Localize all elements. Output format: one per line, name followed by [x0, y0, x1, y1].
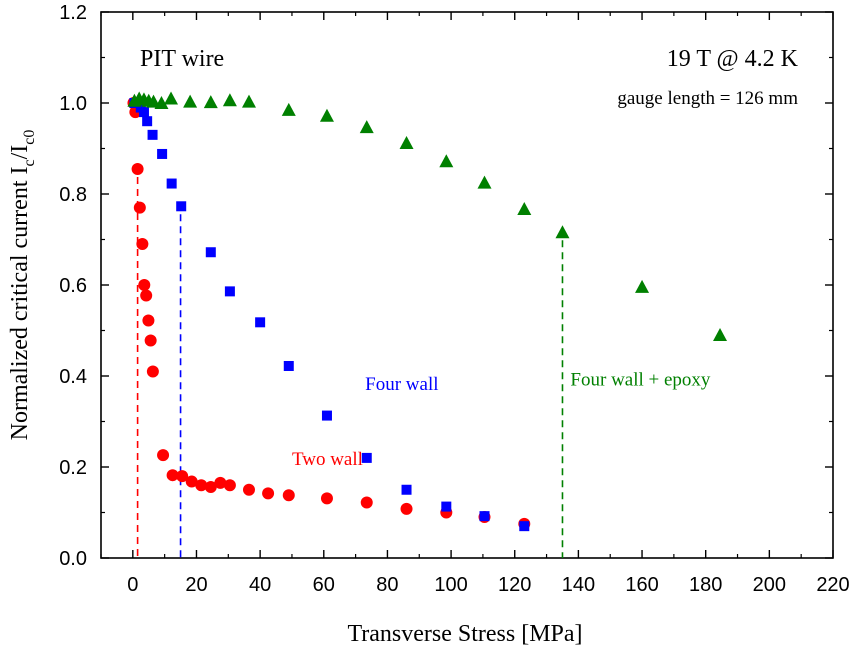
two-wall-point	[204, 481, 217, 494]
four-wall-label: Four wall	[365, 374, 438, 395]
four-wall-point	[205, 247, 216, 258]
four-wall-epoxy-point	[635, 279, 650, 293]
y-tick-label: 0.2	[59, 457, 87, 479]
four-wall-epoxy-point	[713, 328, 728, 342]
y-axis-label-sub2: c0	[21, 130, 38, 145]
x-tick-label: 160	[625, 574, 658, 596]
two-wall-point	[185, 475, 198, 488]
annotation-pit-wire: PIT wire	[140, 46, 224, 72]
two-wall-point	[195, 479, 208, 492]
four-wall-point	[255, 317, 266, 328]
y-tick-label: 0.0	[59, 548, 87, 570]
four-wall-point	[441, 501, 452, 512]
y-axis-label-main: Normalized critical current I	[7, 167, 33, 441]
two-wall-point	[176, 470, 189, 483]
two-wall-point	[146, 365, 159, 378]
two-wall-point	[214, 476, 227, 489]
four-wall-epoxy-point	[281, 102, 296, 116]
x-tick-label: 140	[562, 574, 595, 596]
annotation-field-temperature: 19 T @ 4.2 K	[667, 46, 799, 72]
four-wall-epoxy-point	[154, 96, 169, 109]
two-wall-label: Two wall	[292, 449, 363, 470]
four-wall-epoxy-point	[183, 94, 198, 108]
limit-lines	[136, 176, 564, 558]
four-wall-point	[147, 129, 158, 140]
x-tick-label: 100	[434, 574, 467, 596]
x-axis-ticks: 0 20 40 60 80 100 120 140 160 180 200 220	[100, 12, 850, 596]
y-axis-ticks: 0.0 0.2 0.4 0.6 0.8 1.0 1.2	[59, 2, 833, 570]
four-wall-point	[176, 201, 187, 212]
y-tick-label: 1.2	[59, 2, 87, 24]
x-tick-label: 0	[127, 574, 138, 596]
four-wall-point	[361, 452, 372, 463]
four-wall-point	[401, 484, 412, 495]
four-wall-epoxy-label: Four wall + epoxy	[570, 369, 711, 390]
two-wall-point	[136, 238, 149, 251]
two-wall-point	[157, 449, 170, 462]
x-tick-label: 20	[185, 574, 207, 596]
two-wall-point	[400, 502, 413, 515]
two-wall-point	[133, 201, 146, 214]
four-wall-epoxy-point	[477, 175, 492, 189]
x-tick-label: 40	[249, 574, 271, 596]
four-wall-point	[157, 148, 168, 159]
four-wall-epoxy-point	[517, 202, 532, 216]
two-wall-point	[131, 162, 144, 175]
two-wall-point	[360, 496, 373, 509]
four-wall-point	[224, 286, 235, 297]
two-wall-point	[262, 487, 275, 500]
four-wall-point	[283, 360, 294, 371]
two-wall-point	[144, 334, 157, 347]
two-wall-point	[166, 469, 179, 482]
four-wall-epoxy-point	[439, 154, 454, 168]
two-wall-point	[142, 314, 155, 327]
four-wall-epoxy-point	[359, 120, 374, 134]
y-tick-label: 0.8	[59, 184, 87, 206]
two-wall-point	[282, 489, 295, 502]
x-tick-label: 220	[816, 574, 849, 596]
x-tick-label: 120	[498, 574, 531, 596]
series-labels: Two wall Four wall Four wall + epoxy	[292, 369, 711, 470]
x-tick-label: 80	[376, 574, 398, 596]
x-tick-label: 180	[689, 574, 722, 596]
two-wall-point	[223, 479, 236, 492]
four-wall-point	[166, 178, 177, 189]
four-wall-epoxy-point	[203, 95, 218, 109]
y-axis-label-sub1: c	[21, 159, 38, 166]
y-tick-label: 0.4	[59, 366, 87, 388]
y-axis-label-mid: /I	[7, 145, 33, 160]
data-points	[127, 91, 728, 532]
y-tick-label: 1.0	[59, 93, 87, 115]
four-wall-point	[479, 511, 490, 522]
x-tick-label: 60	[313, 574, 335, 596]
two-wall-point	[138, 279, 151, 291]
two-wall-point	[140, 289, 153, 302]
four-wall-epoxy-point	[241, 94, 256, 108]
two-wall-point	[242, 483, 255, 496]
four-wall-epoxy-point	[222, 93, 237, 107]
x-tick-label: 200	[753, 574, 786, 596]
four-wall-epoxy-point	[319, 108, 334, 122]
y-axis-label: Normalized critical current Ic/Ic0	[7, 130, 38, 441]
four-wall-point	[142, 116, 153, 127]
four-wall-epoxy-point	[399, 136, 414, 150]
four-wall-epoxy-point	[164, 91, 179, 105]
x-axis-label: Transverse Stress [MPa]	[347, 621, 582, 647]
four-wall-point	[519, 521, 530, 532]
four-wall-point	[138, 107, 149, 118]
two-wall-point	[320, 492, 333, 505]
annotation-gauge-length: gauge length = 126 mm	[617, 88, 798, 109]
four-wall-point	[321, 410, 332, 421]
y-tick-label: 0.6	[59, 275, 87, 297]
four-wall-epoxy-point	[555, 225, 570, 239]
